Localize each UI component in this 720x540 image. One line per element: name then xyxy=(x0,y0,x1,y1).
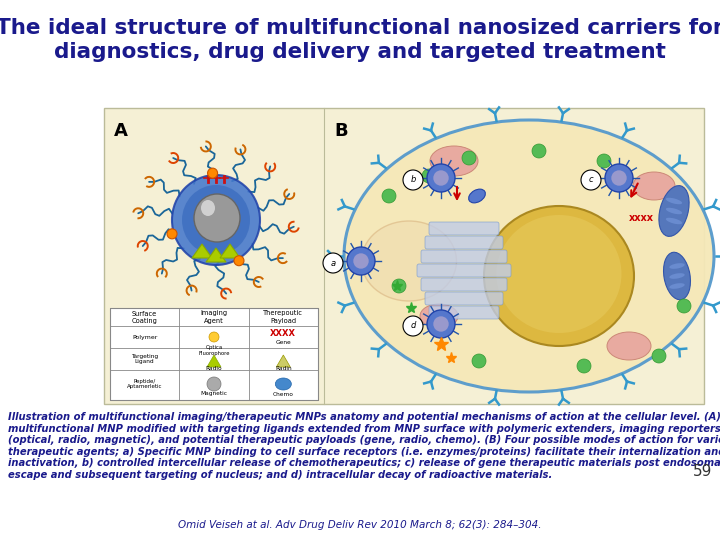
Text: Gene: Gene xyxy=(276,341,291,346)
Text: d: d xyxy=(410,321,415,330)
Circle shape xyxy=(532,144,546,158)
Circle shape xyxy=(209,332,219,342)
Circle shape xyxy=(347,247,375,275)
Ellipse shape xyxy=(361,221,456,301)
Text: Radio: Radio xyxy=(206,367,222,372)
Text: A: A xyxy=(114,122,128,140)
Ellipse shape xyxy=(670,273,685,279)
Text: B: B xyxy=(334,122,348,140)
Circle shape xyxy=(611,170,626,186)
Ellipse shape xyxy=(194,194,240,242)
Text: Peptide/
Aptamerletic: Peptide/ Aptamerletic xyxy=(127,379,163,389)
Circle shape xyxy=(403,316,423,336)
Polygon shape xyxy=(192,244,212,258)
FancyBboxPatch shape xyxy=(429,222,499,235)
Text: Illustration of multifunctional imaging/therapeutic MNPs anatomy and potential m: Illustration of multifunctional imaging/… xyxy=(8,412,720,480)
Circle shape xyxy=(433,170,449,186)
Ellipse shape xyxy=(633,172,675,200)
Circle shape xyxy=(652,349,666,363)
Text: diagnostics, drug delivery and targeted treatment: diagnostics, drug delivery and targeted … xyxy=(54,42,666,62)
Text: Therepoutic
Payload: Therepoutic Payload xyxy=(264,310,303,323)
FancyBboxPatch shape xyxy=(429,306,499,319)
Polygon shape xyxy=(207,355,221,367)
Ellipse shape xyxy=(666,198,682,204)
FancyBboxPatch shape xyxy=(425,292,503,305)
Circle shape xyxy=(605,164,633,192)
Ellipse shape xyxy=(666,218,682,224)
Ellipse shape xyxy=(607,332,651,360)
Circle shape xyxy=(597,154,611,168)
Circle shape xyxy=(207,168,217,178)
FancyBboxPatch shape xyxy=(421,278,507,291)
FancyBboxPatch shape xyxy=(421,250,507,263)
Circle shape xyxy=(472,354,486,368)
Circle shape xyxy=(392,279,406,293)
Text: Polymer: Polymer xyxy=(132,334,158,340)
Ellipse shape xyxy=(275,378,292,390)
Ellipse shape xyxy=(666,208,682,214)
Text: Magnetic: Magnetic xyxy=(200,392,228,396)
Ellipse shape xyxy=(172,175,260,265)
Text: Targeting
Ligand: Targeting Ligand xyxy=(131,354,158,364)
Ellipse shape xyxy=(201,200,215,216)
Circle shape xyxy=(422,169,436,183)
FancyBboxPatch shape xyxy=(104,108,704,404)
Polygon shape xyxy=(206,248,226,262)
Ellipse shape xyxy=(420,304,458,328)
FancyBboxPatch shape xyxy=(417,264,511,277)
Text: xxxx: xxxx xyxy=(629,213,654,223)
Ellipse shape xyxy=(659,186,689,237)
Ellipse shape xyxy=(670,283,685,289)
Text: Chemo: Chemo xyxy=(273,392,294,396)
Ellipse shape xyxy=(182,185,250,255)
Ellipse shape xyxy=(469,189,485,203)
Circle shape xyxy=(581,170,601,190)
Text: 59: 59 xyxy=(693,464,712,480)
Ellipse shape xyxy=(497,215,621,333)
Text: c: c xyxy=(589,176,593,185)
Polygon shape xyxy=(276,355,290,367)
Circle shape xyxy=(427,164,455,192)
Circle shape xyxy=(577,359,591,373)
Text: b: b xyxy=(410,176,415,185)
Circle shape xyxy=(677,299,691,313)
Circle shape xyxy=(167,229,177,239)
Circle shape xyxy=(234,256,244,266)
Ellipse shape xyxy=(344,120,714,392)
Text: Imaging
Agent: Imaging Agent xyxy=(200,310,228,323)
Text: a: a xyxy=(330,259,336,267)
Circle shape xyxy=(354,253,369,269)
Circle shape xyxy=(323,253,343,273)
Circle shape xyxy=(462,151,476,165)
Text: The ideal structure of multifunctional nanosized carriers for: The ideal structure of multifunctional n… xyxy=(0,18,720,38)
Text: Radin: Radin xyxy=(275,367,292,372)
Text: Optica
Fluorophore: Optica Fluorophore xyxy=(198,345,230,356)
Ellipse shape xyxy=(670,263,685,269)
Circle shape xyxy=(403,170,423,190)
Circle shape xyxy=(382,189,396,203)
Ellipse shape xyxy=(484,206,634,346)
Ellipse shape xyxy=(664,252,690,300)
Text: Omid Veiseh at al. Adv Drug Deliv Rev 2010 March 8; 62(3): 284–304.: Omid Veiseh at al. Adv Drug Deliv Rev 20… xyxy=(179,520,541,530)
Circle shape xyxy=(207,377,221,391)
Circle shape xyxy=(433,316,449,332)
Text: XXXX: XXXX xyxy=(270,328,297,338)
Ellipse shape xyxy=(430,146,478,176)
Circle shape xyxy=(427,310,455,338)
Polygon shape xyxy=(220,244,240,258)
FancyBboxPatch shape xyxy=(110,308,318,400)
Text: Surface
Coating: Surface Coating xyxy=(132,310,158,323)
FancyBboxPatch shape xyxy=(425,236,503,249)
